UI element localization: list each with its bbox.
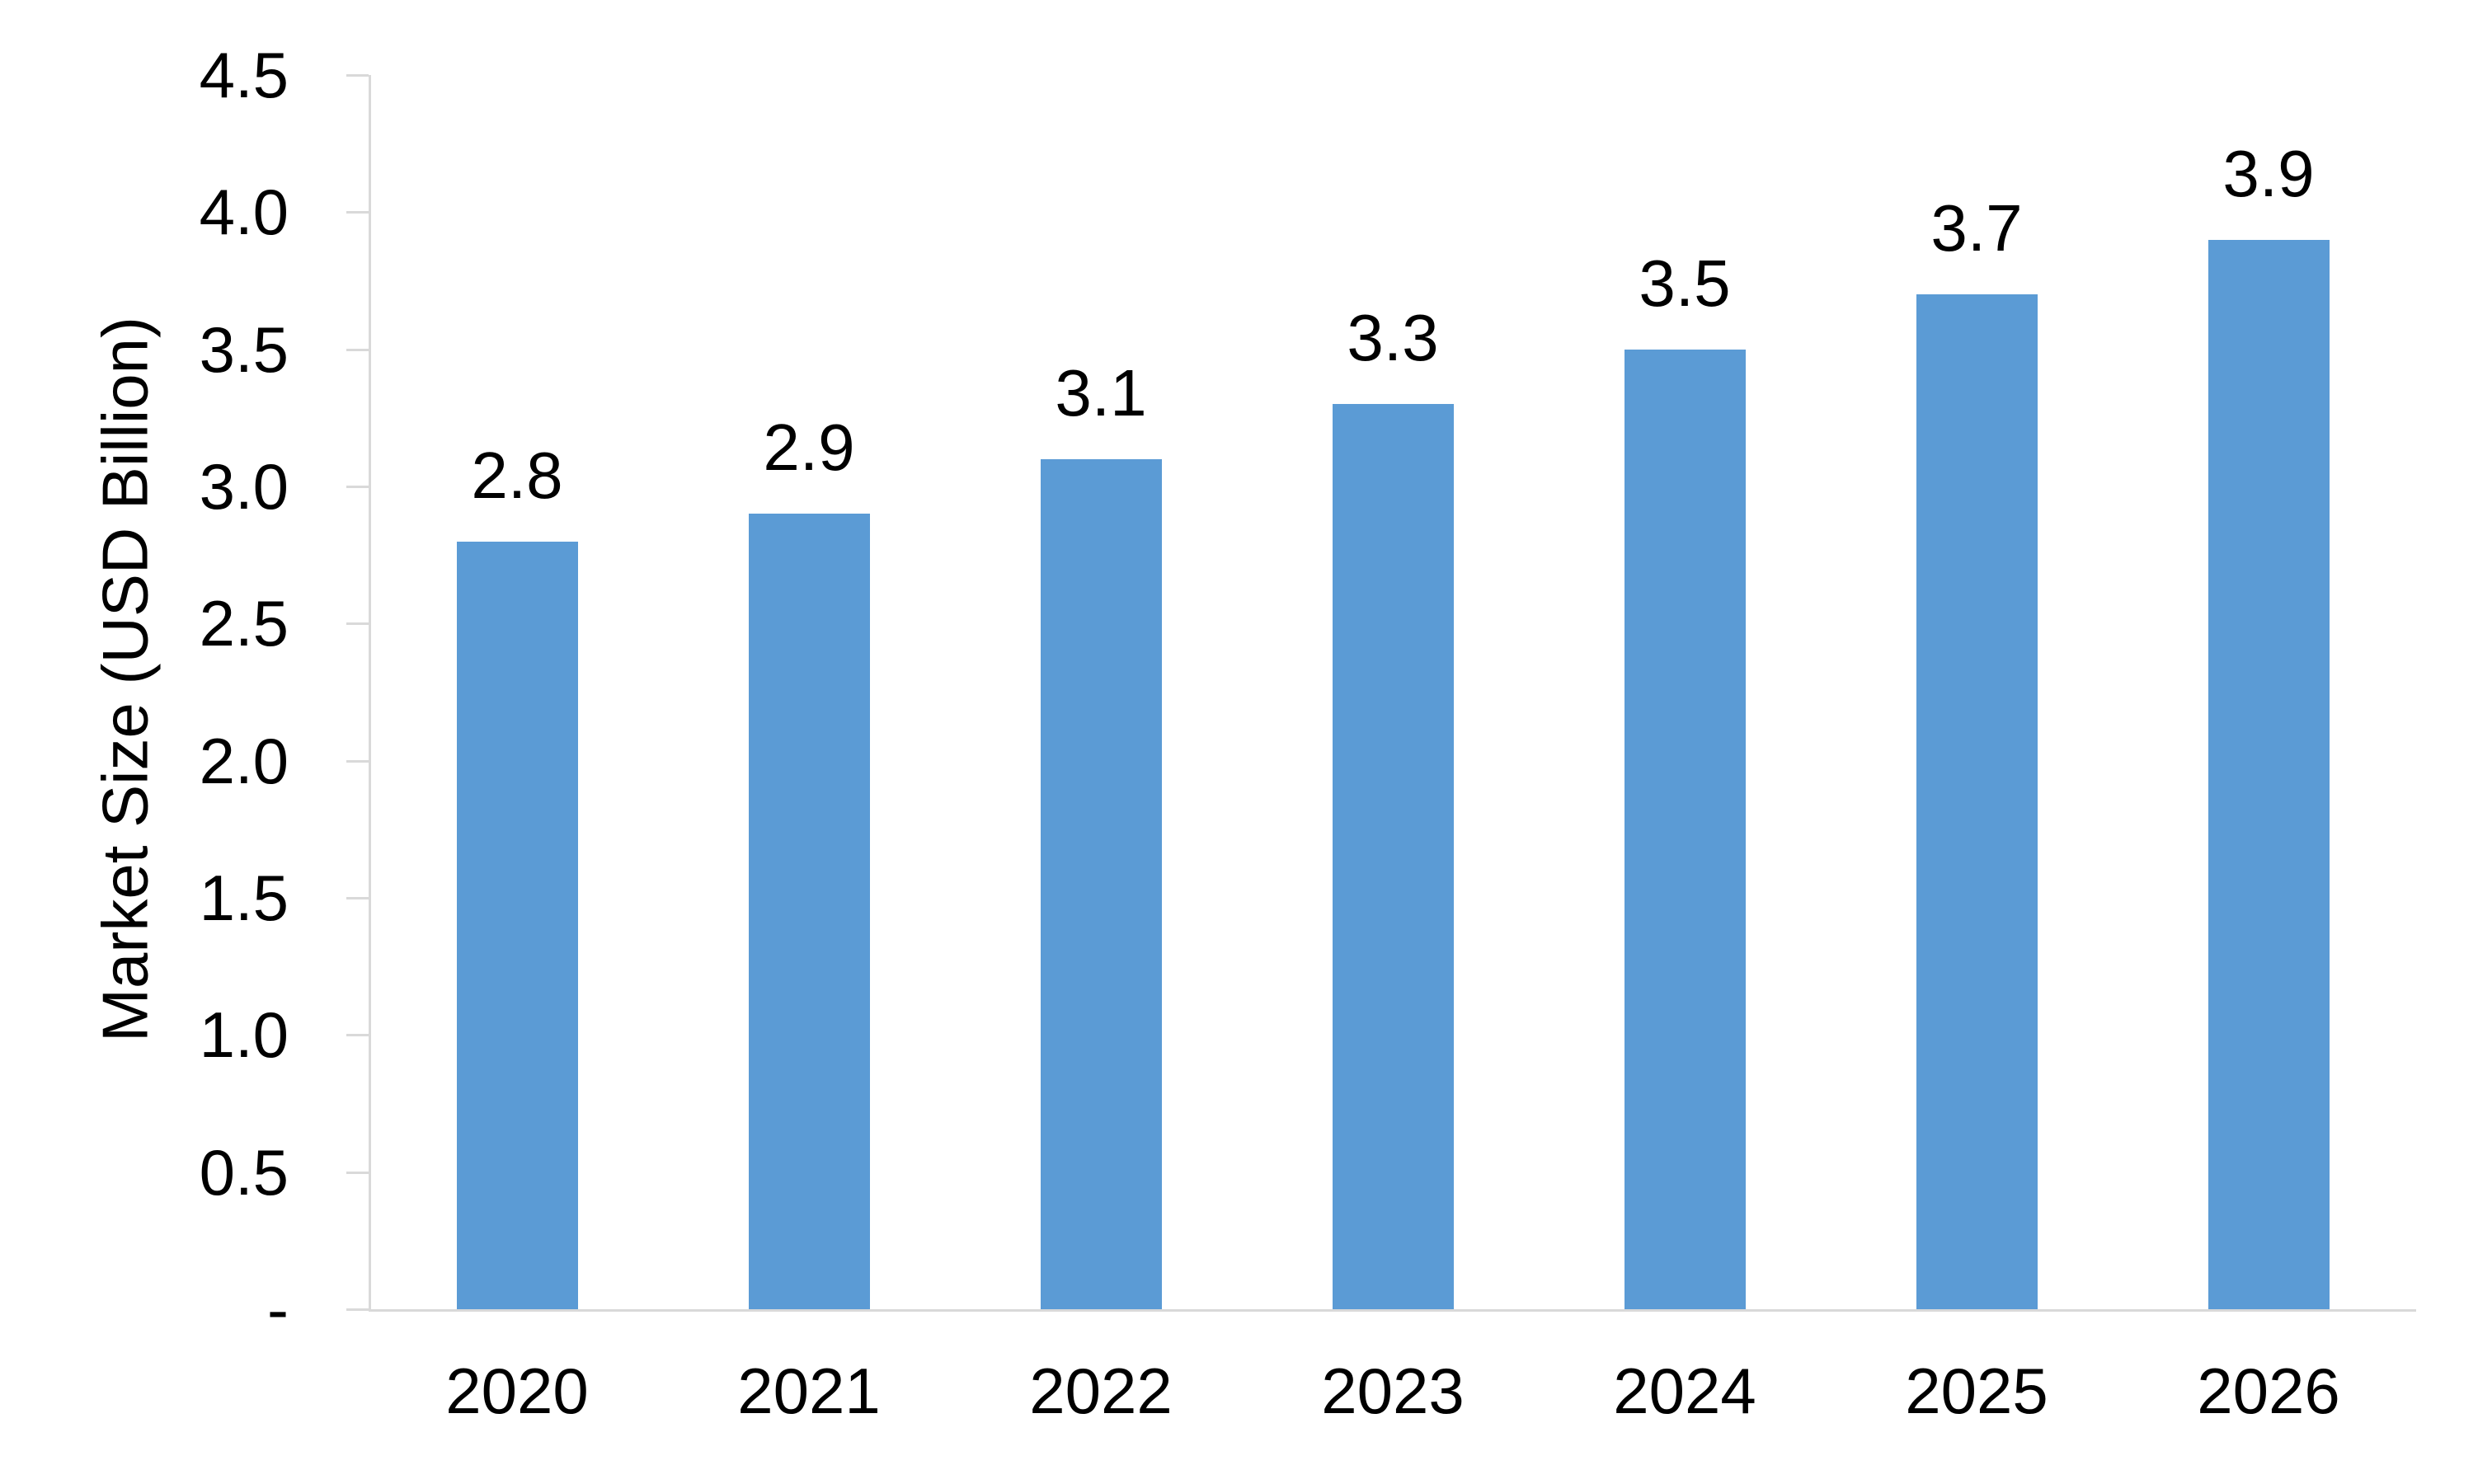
y-tick-label: 2.5 [199, 587, 289, 660]
x-tick-label: 2020 [445, 1355, 589, 1427]
data-label: 2.8 [471, 439, 563, 512]
x-tick-label: 2021 [737, 1355, 881, 1427]
y-tick-mark [346, 1308, 369, 1311]
data-label: 3.9 [2222, 137, 2315, 210]
bar [457, 542, 578, 1309]
y-tick-label: 0.5 [199, 1135, 289, 1209]
bar [1625, 350, 1746, 1309]
data-label: 3.3 [1347, 301, 1439, 374]
bar [2208, 240, 2330, 1309]
bar [1916, 294, 2038, 1309]
x-tick-label: 2024 [1613, 1355, 1756, 1427]
x-tick-label: 2026 [2197, 1355, 2340, 1427]
y-tick-mark [346, 348, 369, 351]
data-label: 3.1 [1055, 356, 1147, 430]
x-tick-label: 2025 [1905, 1355, 2048, 1427]
y-tick-label: 1.5 [199, 862, 289, 934]
data-label: 3.5 [1639, 247, 1731, 320]
x-tick-label: 2022 [1029, 1355, 1173, 1427]
y-tick-label: 4.5 [199, 39, 289, 111]
y-tick-label: - [267, 1273, 289, 1345]
y-tick-mark [346, 486, 369, 488]
bar [749, 514, 870, 1309]
y-tick-label: 3.0 [199, 450, 289, 523]
y-tick-mark [346, 759, 369, 763]
y-tick-label: 2.0 [199, 724, 289, 797]
y-tick-mark [346, 74, 369, 77]
bar [1333, 404, 1454, 1309]
data-label: 2.9 [763, 411, 855, 484]
x-tick-label: 2023 [1321, 1355, 1465, 1427]
y-tick-label: 1.0 [199, 998, 289, 1072]
y-tick-label: 4.0 [199, 176, 289, 249]
data-label: 3.7 [1930, 191, 2023, 265]
bar [1041, 459, 1162, 1309]
y-axis-line [369, 75, 371, 1312]
y-tick-mark [346, 622, 369, 626]
y-tick-mark [346, 1034, 369, 1037]
y-tick-mark [346, 897, 369, 899]
y-tick-label: 3.5 [199, 312, 289, 386]
y-tick-mark [346, 211, 369, 214]
y-axis-title: Market Size (USD Billion) [88, 317, 162, 1042]
y-tick-mark [346, 1171, 369, 1174]
x-axis-line [369, 1309, 2416, 1312]
